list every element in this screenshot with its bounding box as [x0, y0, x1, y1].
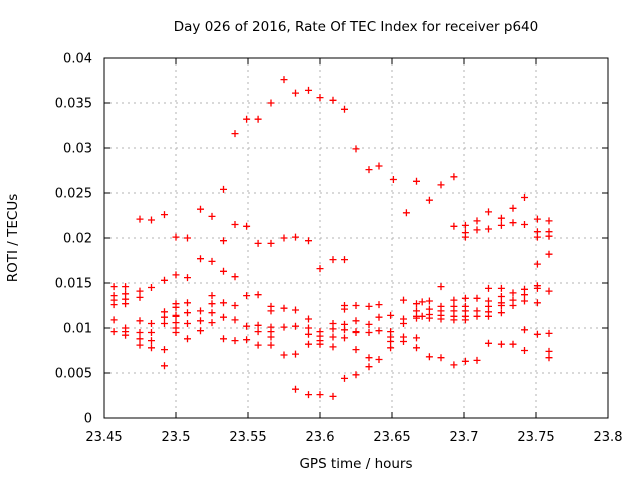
data-point-markers: [110, 76, 553, 400]
y-tick-label: 0.005: [55, 367, 92, 382]
y-axis-label: ROTI / TECUs: [5, 194, 21, 282]
plot-border: [103, 57, 609, 419]
x-tick-label: 23.5: [162, 430, 191, 445]
y-tick-label: 0.03: [63, 142, 92, 157]
chart-title: Day 026 of 2016, Rate Of TEC Index for r…: [174, 19, 538, 35]
y-tick-label: 0.035: [55, 97, 92, 112]
y-tick-label: 0.01: [63, 322, 92, 337]
y-tick-label: 0.04: [63, 52, 92, 67]
x-tick-label: 23.75: [517, 430, 554, 445]
x-tick-label: 23.6: [306, 430, 335, 445]
x-axis-label: GPS time / hours: [299, 456, 412, 472]
y-tick-label: 0.02: [63, 232, 92, 247]
x-tick-label: 23.7: [450, 430, 479, 445]
y-tick-label: 0.025: [55, 187, 92, 202]
x-tick-label: 23.65: [373, 430, 410, 445]
y-tick-label: 0.015: [55, 277, 92, 292]
x-tick-label: 23.45: [85, 430, 122, 445]
x-tick-label: 23.8: [594, 430, 623, 445]
y-tick-label: 0: [84, 412, 92, 427]
x-tick-label: 23.55: [229, 430, 266, 445]
